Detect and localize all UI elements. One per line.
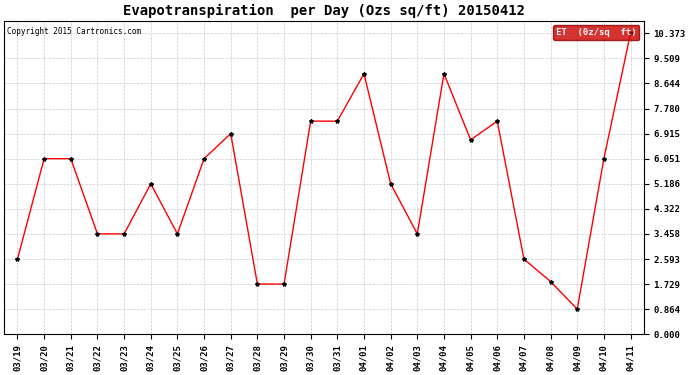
Legend: ET  (0z/sq  ft): ET (0z/sq ft) (553, 26, 640, 40)
Title: Evapotranspiration  per Day (Ozs sq/ft) 20150412: Evapotranspiration per Day (Ozs sq/ft) 2… (123, 4, 525, 18)
Text: Copyright 2015 Cartronics.com: Copyright 2015 Cartronics.com (8, 27, 141, 36)
